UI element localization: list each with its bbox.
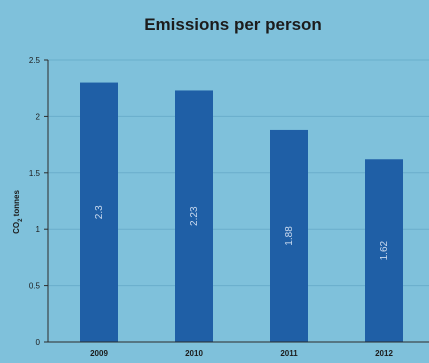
bars: 2.3 2.23 1.88 1.62 bbox=[80, 82, 403, 343]
bar-value-label: 2.23 bbox=[189, 206, 200, 226]
bar-2009 bbox=[80, 82, 118, 342]
y-axis-title-subscript: 2 bbox=[18, 218, 24, 222]
y-axis-title-main: CO bbox=[12, 222, 21, 234]
y-tick-label: 1 bbox=[36, 225, 41, 234]
y-tick-label: 0.5 bbox=[29, 282, 41, 291]
x-tick-label: 2012 bbox=[375, 349, 393, 358]
y-tick-label: 0 bbox=[36, 338, 41, 347]
bar-2011 bbox=[270, 129, 308, 342]
x-tick-label: 2009 bbox=[90, 349, 108, 358]
y-tick-label: 2 bbox=[36, 112, 41, 121]
chart-title: Emissions per person bbox=[144, 15, 322, 34]
x-tick-label: 2011 bbox=[280, 349, 298, 358]
x-tick-label: 2010 bbox=[185, 349, 203, 358]
y-axis-title-rest: tonnes bbox=[12, 190, 21, 219]
tick-labels: 0 0.5 1 1.5 2 2.5 2009 2010 2011 2012 bbox=[29, 56, 394, 358]
y-axis-title: CO2 tonnes bbox=[12, 190, 24, 234]
y-tick-label: 1.5 bbox=[29, 169, 41, 178]
bar-value-label: 2.3 bbox=[94, 205, 105, 219]
bar-value-label: 1.88 bbox=[284, 226, 295, 246]
bar-value-label: 1.62 bbox=[379, 240, 390, 260]
bar-2010 bbox=[175, 90, 213, 343]
y-tick-label: 2.5 bbox=[29, 56, 41, 65]
svg-text:CO2 tonnes: CO2 tonnes bbox=[12, 190, 24, 234]
bar-2012 bbox=[365, 159, 403, 342]
